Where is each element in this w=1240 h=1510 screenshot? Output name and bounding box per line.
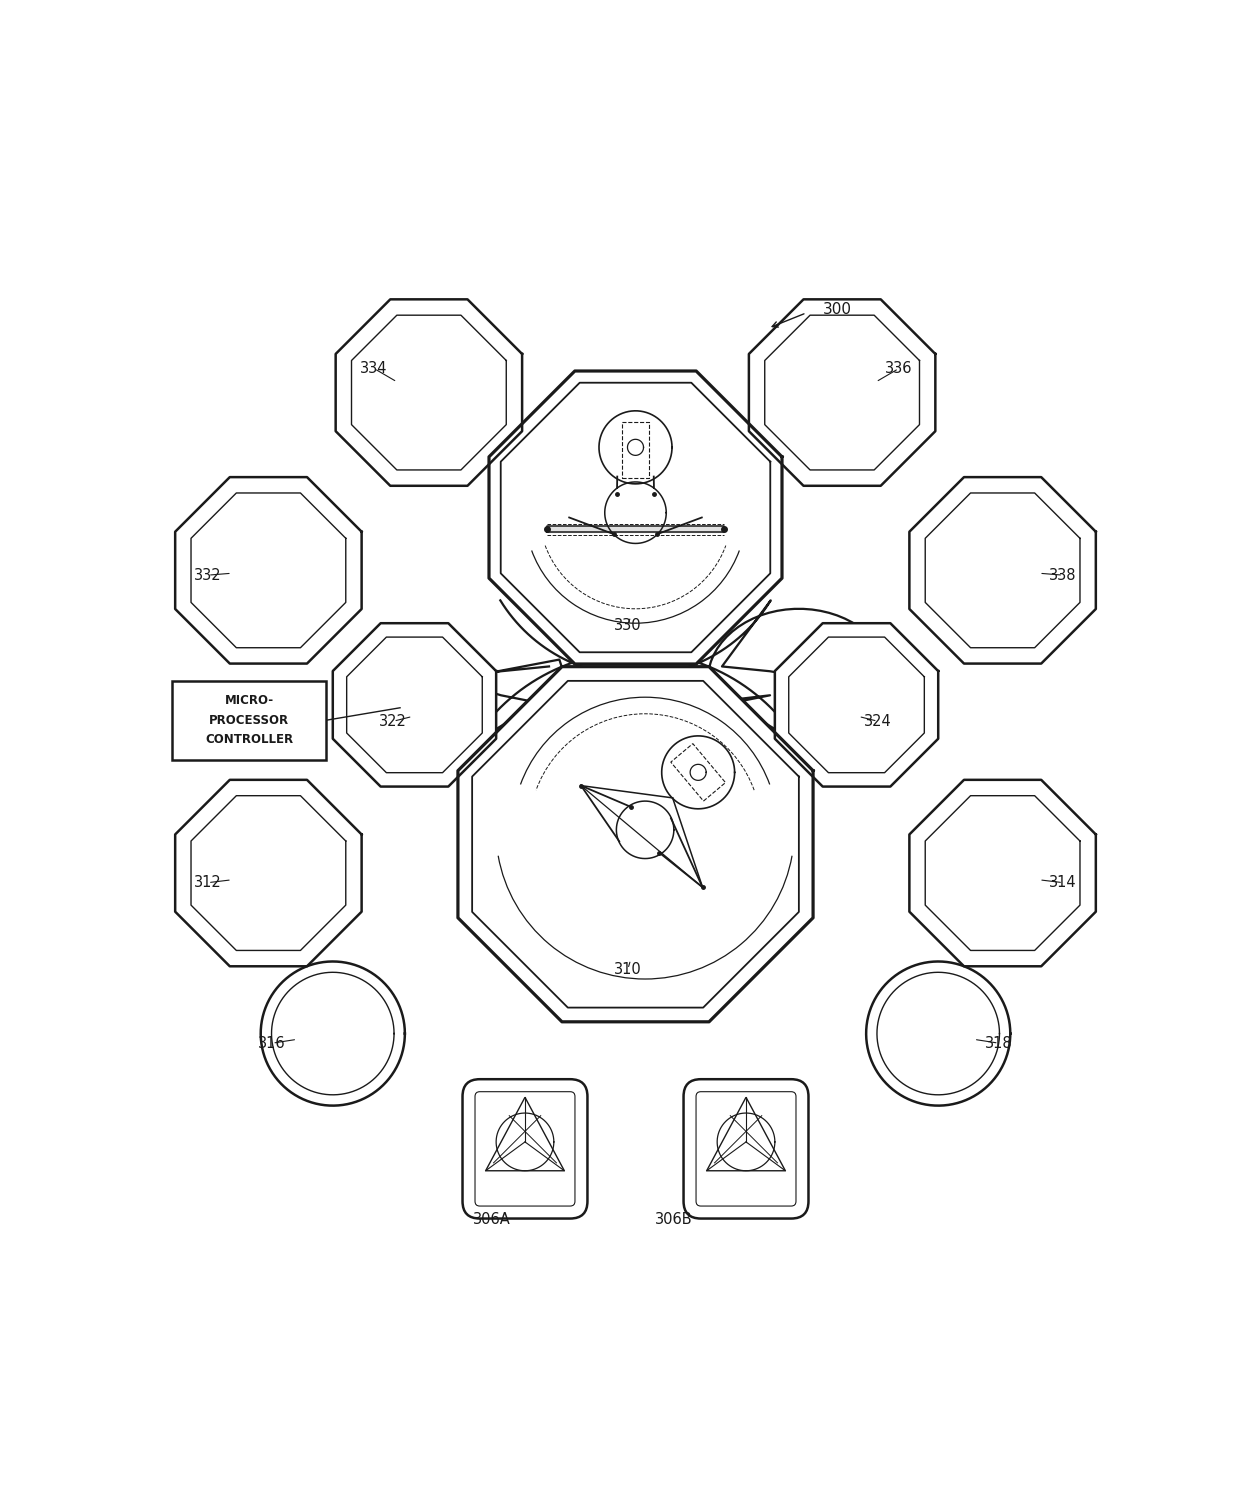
Text: 334: 334 [361,361,388,376]
FancyBboxPatch shape [463,1080,588,1219]
Text: 322: 322 [379,714,407,729]
Text: 316: 316 [258,1036,286,1051]
Polygon shape [749,299,935,486]
Text: 306A: 306A [472,1211,510,1226]
Text: 336: 336 [885,361,913,376]
Bar [622,423,649,479]
Text: CONTROLLER: CONTROLLER [205,734,293,746]
Polygon shape [175,779,362,966]
Polygon shape [489,371,782,664]
FancyBboxPatch shape [475,1092,575,1206]
Text: 324: 324 [864,714,892,729]
Text: 338: 338 [1049,568,1076,583]
Text: 306B: 306B [655,1211,693,1226]
Polygon shape [547,525,724,532]
Polygon shape [775,624,939,787]
FancyBboxPatch shape [683,1080,808,1219]
Polygon shape [175,477,362,663]
Text: 330: 330 [614,618,641,633]
Polygon shape [332,624,496,787]
Text: 312: 312 [193,876,222,891]
Text: PROCESSOR: PROCESSOR [210,714,289,726]
FancyBboxPatch shape [696,1092,796,1206]
Text: 318: 318 [985,1036,1013,1051]
Text: 310: 310 [614,962,641,977]
Polygon shape [909,477,1096,663]
Polygon shape [867,962,1011,1105]
Polygon shape [336,299,522,486]
Polygon shape [458,667,813,1022]
Polygon shape [381,601,890,753]
Bar [172,681,326,760]
Polygon shape [909,779,1096,966]
Text: 300: 300 [823,302,852,317]
Text: 332: 332 [193,568,222,583]
Polygon shape [260,962,404,1105]
Text: 314: 314 [1049,876,1078,891]
Text: MICRO-: MICRO- [224,695,274,707]
Bar [671,743,725,802]
